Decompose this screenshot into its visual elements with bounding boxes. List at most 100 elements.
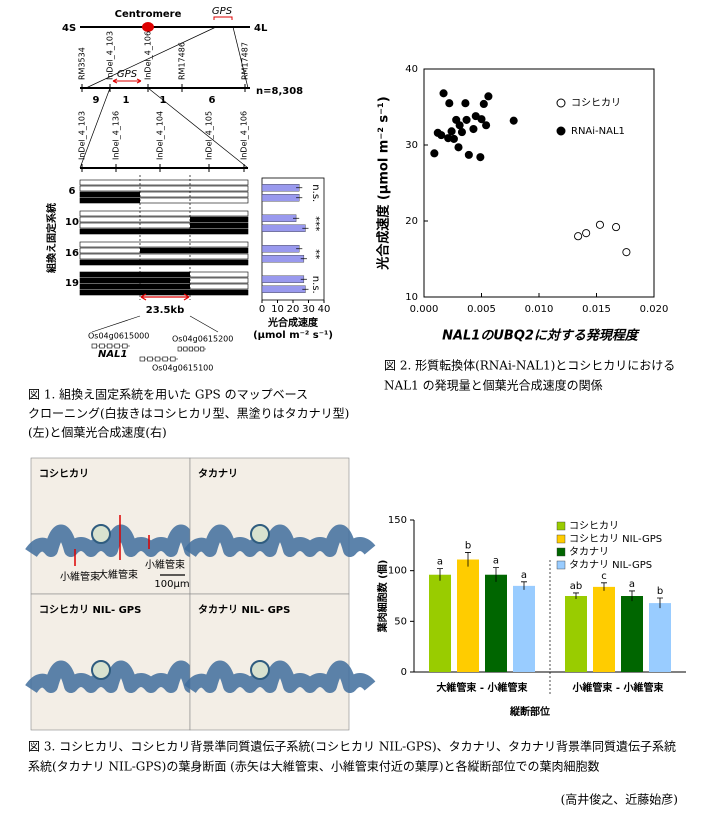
x-tick-label: 10 (271, 304, 284, 315)
x-tick-label: 40 (318, 304, 331, 315)
scale-bar-label: 100μm (154, 579, 189, 590)
exon (106, 343, 113, 349)
exon (200, 346, 205, 352)
lines-label: 組換え固定系統 (45, 203, 58, 274)
significance: n.s. (310, 276, 321, 294)
data-point (469, 124, 478, 134)
x-tick-label: 0.015 (582, 304, 611, 315)
panel-label: コシヒカリ (39, 468, 89, 480)
significance-letter: b (657, 586, 663, 597)
significance-letter: a (521, 570, 527, 581)
exon (99, 343, 105, 349)
y-tick-label: 50 (394, 616, 407, 627)
marker-label: InDel_4_105 (205, 111, 214, 160)
y-axis-label: 光合成速度 (μmol m⁻² s⁻¹) (376, 96, 392, 270)
locus-bracket (213, 16, 233, 20)
legend-swatch (556, 521, 566, 531)
data-point (482, 121, 491, 130)
data-point (449, 134, 458, 143)
x-tick-label: 0.020 (640, 304, 669, 315)
data-point (464, 150, 473, 159)
bar (261, 214, 297, 222)
line-number: 19 (65, 278, 79, 289)
legend-label: コシヒカリ (571, 97, 621, 109)
zoom-line (85, 26, 217, 89)
bar (457, 559, 479, 672)
significance-letter: b (465, 540, 471, 551)
legend-label: タカナリ NIL-GPS (569, 559, 652, 571)
x-tick-label: 0.010 (525, 304, 554, 315)
exon (162, 356, 168, 362)
significance: *** (310, 216, 321, 231)
data-point (509, 116, 518, 125)
x-tick-label: 30 (302, 304, 315, 315)
legend-swatch (556, 547, 566, 557)
caption: 図 1. 組換え固定系統を用いた GPS のマップベース (28, 388, 308, 402)
zoom-line (91, 315, 141, 333)
data-point (622, 248, 631, 257)
error-bar (657, 597, 663, 609)
exon (188, 346, 193, 352)
error-bar (601, 582, 607, 591)
recombinant-count: 1 (160, 95, 167, 106)
significance: n.s. (310, 184, 321, 202)
recombinant-count: 9 (93, 95, 100, 106)
marker-label: RM17487 (241, 42, 250, 80)
genotype-segment (80, 272, 190, 277)
gene-label: Os04g0615100 (152, 364, 213, 373)
vascular-bundle (250, 524, 270, 544)
zoom-line (147, 87, 249, 169)
marker-label: RM3534 (78, 47, 87, 80)
data-point (595, 220, 605, 229)
line-number: 10 (65, 217, 79, 228)
bar (593, 586, 615, 672)
bar (513, 585, 535, 672)
genotype-segment (190, 217, 248, 222)
data-point (462, 115, 471, 124)
exon (139, 356, 146, 362)
genotype-segment (80, 260, 248, 265)
exon (147, 356, 153, 362)
data-point (477, 115, 486, 124)
gene-label: Os04g0615000 (88, 332, 149, 341)
genotype-row (79, 179, 249, 186)
legend-label: コシヒカリ NIL-GPS (569, 533, 662, 545)
data-point (574, 232, 583, 241)
exon (177, 346, 182, 352)
y-tick-label: 20 (405, 216, 418, 227)
x-tick-label: 小維管束 - 小維管束 (571, 681, 664, 694)
genotype-row (79, 185, 249, 192)
centromere (142, 22, 154, 32)
y-tick-label: 100 (388, 566, 407, 577)
exon (91, 343, 98, 349)
marker-label: InDel_4_136 (112, 111, 121, 160)
data-point (457, 128, 467, 137)
gene-label: Os04g0615200 (172, 335, 233, 344)
caption: 図 2. 形質転換体(RNAi-NAL1)とコシヒカリにおける (384, 358, 675, 373)
genotype-segment (80, 290, 248, 295)
error-bar (465, 552, 471, 567)
legend-marker (556, 98, 566, 108)
x-axis-label: 縦断部位 (509, 705, 550, 718)
arm-label: 4S (62, 23, 76, 34)
leaf-section (25, 524, 217, 558)
population-size: n=8,308 (256, 86, 303, 97)
data-point (454, 143, 463, 152)
exon (183, 346, 188, 352)
exon (154, 356, 161, 362)
data-point (437, 131, 446, 140)
leaf-section (184, 524, 376, 558)
data-point (430, 149, 439, 158)
marker-label: InDel_4_103 (106, 31, 115, 80)
genotype-row (79, 253, 249, 260)
annotation: 小維管束 (60, 570, 100, 583)
genotype-segment (80, 198, 140, 203)
error-bar (629, 590, 635, 602)
data-point (612, 223, 621, 232)
exon (194, 346, 199, 352)
leaf-section (184, 660, 376, 694)
leaf-section (25, 660, 217, 694)
data-point (439, 89, 448, 98)
caption: NAL1 の発現量と個葉光合成速度の関係 (384, 379, 603, 393)
